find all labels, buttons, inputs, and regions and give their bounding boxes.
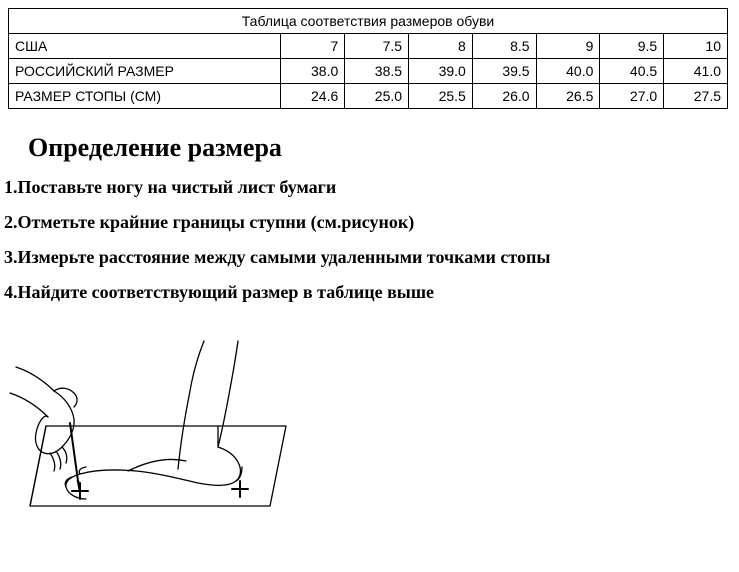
cell: 9 bbox=[536, 34, 600, 59]
table-row: РАЗМЕР СТОПЫ (СМ) 24.6 25.0 25.5 26.0 26… bbox=[9, 84, 728, 109]
cell: 40.5 bbox=[600, 59, 664, 84]
table-row: США 7 7.5 8 8.5 9 9.5 10 bbox=[9, 34, 728, 59]
table-title: Таблица соответствия размеров обуви bbox=[9, 9, 728, 34]
cell: 39.0 bbox=[409, 59, 473, 84]
cell: 25.0 bbox=[345, 84, 409, 109]
row-label: РАЗМЕР СТОПЫ (СМ) bbox=[9, 84, 281, 109]
table-row: РОССИЙСКИЙ РАЗМЕР 38.0 38.5 39.0 39.5 40… bbox=[9, 59, 728, 84]
cell: 38.0 bbox=[281, 59, 345, 84]
step-item: 3.Измерьте расстояние между самыми удале… bbox=[4, 247, 739, 268]
cell: 8 bbox=[409, 34, 473, 59]
foot-tracing-svg bbox=[8, 331, 298, 521]
cell: 39.5 bbox=[472, 59, 536, 84]
row-label: РОССИЙСКИЙ РАЗМЕР bbox=[9, 59, 281, 84]
cell: 27.5 bbox=[664, 84, 728, 109]
cell: 38.5 bbox=[345, 59, 409, 84]
cell: 26.5 bbox=[536, 84, 600, 109]
instruction-steps: 1.Поставьте ногу на чистый лист бумаги 2… bbox=[4, 177, 739, 303]
cell: 27.0 bbox=[600, 84, 664, 109]
cell: 41.0 bbox=[664, 59, 728, 84]
cell: 25.5 bbox=[409, 84, 473, 109]
cell: 7 bbox=[281, 34, 345, 59]
cell: 7.5 bbox=[345, 34, 409, 59]
cell: 9.5 bbox=[600, 34, 664, 59]
step-item: 2.Отметьте крайние границы ступни (см.ри… bbox=[4, 212, 739, 233]
cell: 8.5 bbox=[472, 34, 536, 59]
row-label: США bbox=[9, 34, 281, 59]
step-item: 1.Поставьте ногу на чистый лист бумаги bbox=[4, 177, 739, 198]
cell: 26.0 bbox=[472, 84, 536, 109]
foot-tracing-illustration bbox=[8, 331, 739, 521]
size-conversion-table: Таблица соответствия размеров обуви США … bbox=[8, 8, 728, 109]
cell: 10 bbox=[664, 34, 728, 59]
page: Таблица соответствия размеров обуви США … bbox=[0, 0, 739, 521]
section-title: Определение размера bbox=[28, 133, 739, 163]
cell: 24.6 bbox=[281, 84, 345, 109]
cell: 40.0 bbox=[536, 59, 600, 84]
step-item: 4.Найдите соответствующий размер в табли… bbox=[4, 282, 739, 303]
